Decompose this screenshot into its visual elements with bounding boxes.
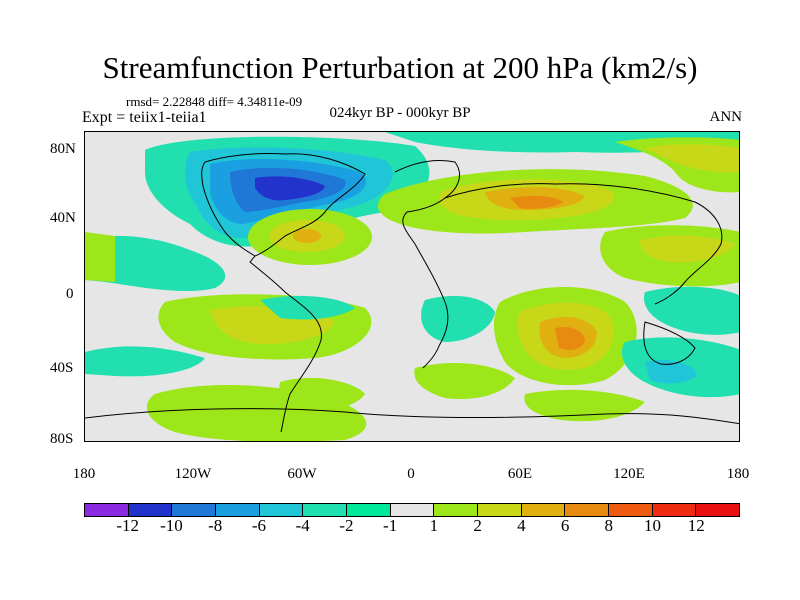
colorbar-label: 10	[644, 516, 662, 535]
colorbar-box	[696, 504, 740, 516]
contour-map	[85, 132, 739, 441]
colorbar-box	[347, 504, 391, 516]
lon-tick-120w: 120W	[174, 466, 212, 482]
lon-tick-120e: 120E	[613, 466, 645, 482]
colorbar-label: 4	[517, 516, 526, 535]
period-label: 024kyr BP - 000kyr BP	[329, 105, 471, 121]
colorbar-label: 1	[429, 516, 439, 535]
colorbar-box	[85, 504, 129, 516]
colorbar-label: -4	[295, 516, 310, 535]
lon-tick-180e: 180	[726, 466, 750, 482]
colorbar-box	[565, 504, 610, 516]
lon-tick-180w: 180	[72, 466, 96, 482]
colorbar-box	[259, 504, 304, 516]
colorbar-label: -1	[383, 516, 398, 535]
colorbar-label: -12	[116, 516, 140, 535]
map-panel	[84, 131, 740, 442]
negative-anomaly-north-america	[145, 136, 430, 247]
colorbar-box	[434, 504, 479, 516]
lat-tick-80n: 80N	[50, 141, 76, 157]
colorbar-box	[609, 504, 653, 516]
colorbar-box	[216, 504, 260, 516]
colorbar-box	[478, 504, 522, 516]
rmsd-diff-stats: rmsd= 2.22848 diff= 4.34811e-09	[126, 94, 303, 109]
experiment-label: Expt = teiix1-teiia1	[82, 109, 207, 126]
lat-tick-0: 0	[66, 286, 74, 302]
negative-anomaly-arctic	[385, 132, 739, 193]
coastlines	[85, 152, 739, 433]
colorbar-label: -6	[251, 516, 267, 535]
colorbar-label: -8	[208, 516, 223, 535]
positive-anomaly-indian-ocean	[493, 287, 637, 386]
colorbar-label: 8	[604, 516, 614, 535]
negative-anomaly-southern	[414, 286, 739, 422]
colorbar-box	[303, 504, 348, 516]
colorbar-label: -10	[160, 516, 183, 535]
season-label: ANN	[709, 109, 743, 125]
lon-tick-60e: 60E	[507, 466, 533, 482]
colorbar-label: 12	[687, 516, 705, 535]
negative-anomaly-pacific	[85, 235, 226, 377]
colorbar-box	[172, 504, 217, 516]
lon-tick-60w: 60W	[287, 466, 317, 482]
positive-anomaly-south-pacific	[146, 294, 372, 441]
positive-anomaly-west-pacific	[85, 225, 739, 287]
lat-tick-40n: 40N	[50, 210, 76, 226]
colorbar-label: -2	[339, 516, 354, 535]
colorbar-label: 2	[473, 516, 482, 535]
colorbar-box	[128, 504, 173, 516]
colorbar-box	[390, 504, 435, 516]
colorbar-label: 6	[560, 516, 570, 535]
colorbar-box	[652, 504, 697, 516]
colorbar	[84, 503, 740, 517]
positive-anomaly-gulf	[248, 209, 372, 265]
lat-tick-80s: 80S	[50, 431, 74, 447]
lat-tick-40s: 40S	[50, 360, 74, 376]
lon-tick-0: 0	[407, 466, 415, 482]
colorbar-box	[521, 504, 566, 516]
plot-title: Streamfunction Perturbation at 200 hPa (…	[102, 50, 698, 85]
